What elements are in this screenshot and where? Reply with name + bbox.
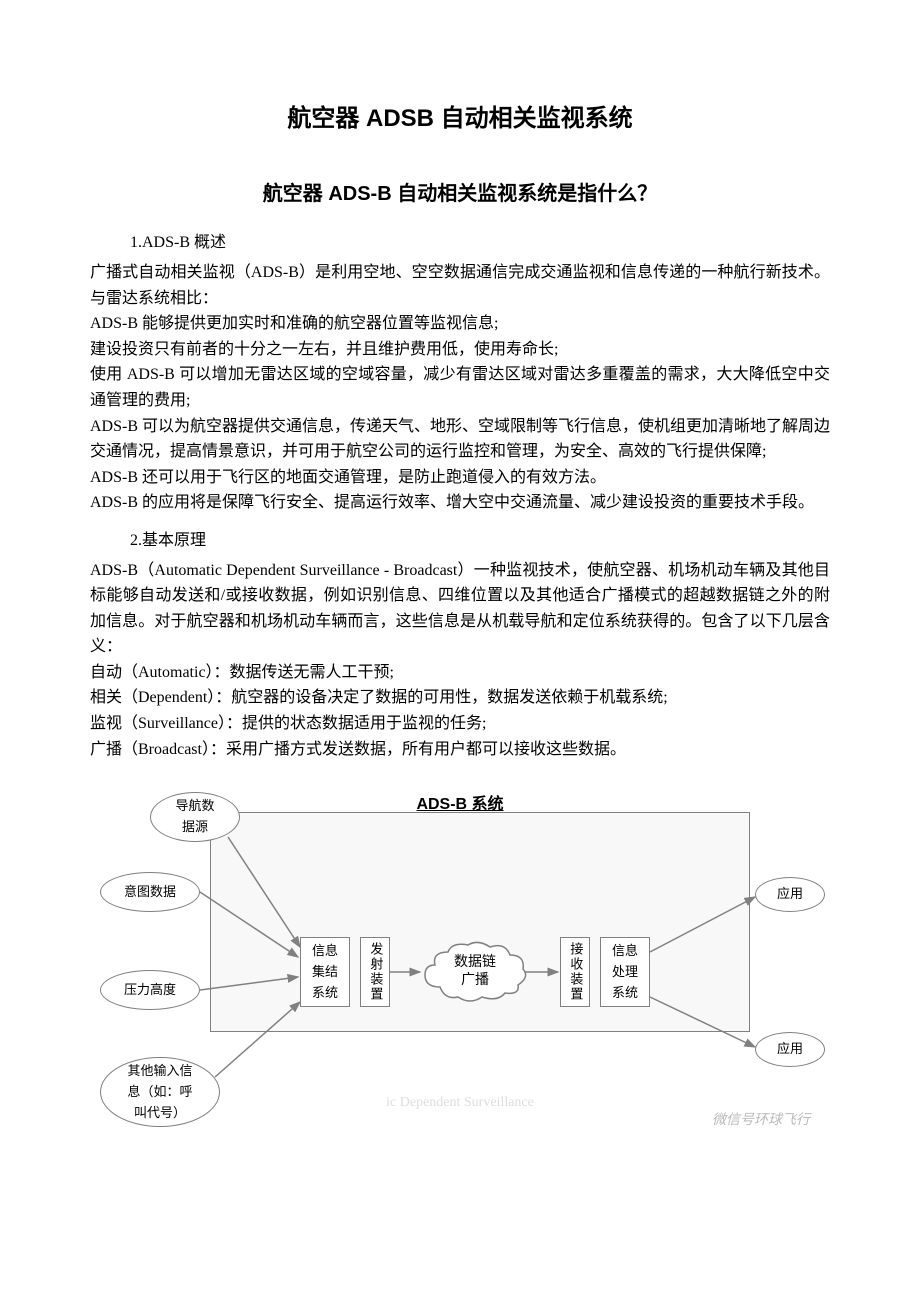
info-process-label: 信息 处理 系统 — [612, 941, 638, 1003]
intent-data-label: 意图数据 — [124, 882, 176, 903]
info-collect-label: 信息 集结 系统 — [312, 941, 338, 1003]
main-title: 航空器 ADSB 自动相关监视系统 — [90, 100, 830, 138]
section1-heading: 1.ADS-B 概述 — [130, 230, 830, 256]
other-input-node: 其他输入信 息（如：呼 叫代号） — [100, 1057, 220, 1127]
section1-p7: ADS-B 的应用将是保障飞行安全、提高运行效率、增大空中交通流量、减少建设投资… — [90, 490, 830, 516]
info-process-node: 信息 处理 系统 — [600, 937, 650, 1007]
section2-p4: 监视（Surveillance）：提供的状态数据适用于监视的任务; — [90, 711, 830, 737]
datalink-label: 数据链 广播 — [454, 954, 496, 990]
app2-node: 应用 — [755, 1032, 825, 1067]
section1-p2: ADS-B 能够提供更加实时和准确的航空器位置等监视信息; — [90, 311, 830, 337]
sub-title: 航空器 ADS-B 自动相关监视系统是指什么？ — [90, 178, 830, 210]
section2-p1: ADS-B（Automatic Dependent Surveillance -… — [90, 558, 830, 660]
section2-p2: 自动（Automatic）：数据传送无需人工干预; — [90, 660, 830, 686]
datalink-cloud: 数据链 广播 — [420, 937, 530, 1007]
app1-node: 应用 — [755, 877, 825, 912]
other-input-label: 其他输入信 息（如：呼 叫代号） — [127, 1061, 192, 1123]
info-collect-node: 信息 集结 系统 — [300, 937, 350, 1007]
adsb-diagram: ADS-B 系统 导航数 据源 意图数据 压力高度 其他输入信 息（如：呼 叫代… — [90, 782, 830, 1142]
section2-heading: 2.基本原理 — [130, 528, 830, 554]
receive-node: 接收装置 — [560, 937, 590, 1007]
app1-label: 应用 — [777, 884, 803, 905]
nav-source-label: 导航数 据源 — [175, 796, 214, 838]
section1-p4: 使用 ADS-B 可以增加无雷达区域的空域容量，减少有雷达区域对雷达多重覆盖的需… — [90, 362, 830, 413]
app2-label: 应用 — [777, 1039, 803, 1060]
section1-p1: 广播式自动相关监视（ADS-B）是利用空地、空空数据通信完成交通监视和信息传递的… — [90, 260, 830, 311]
transmit-node: 发射装置 — [360, 937, 390, 1007]
nav-source-node: 导航数 据源 — [150, 792, 240, 842]
watermark-center: ic Dependent Surveillance — [386, 1092, 534, 1114]
watermark-wechat: 微信号环球飞行 — [712, 1110, 810, 1132]
intent-data-node: 意图数据 — [100, 872, 200, 912]
pressure-alt-node: 压力高度 — [100, 970, 200, 1010]
section1-p3: 建设投资只有前者的十分之一左右，并且维护费用低，使用寿命长; — [90, 337, 830, 363]
section1-p5: ADS-B 可以为航空器提供交通信息，传递天气、地形、空域限制等飞行信息，使机组… — [90, 414, 830, 465]
receive-label: 接收装置 — [565, 942, 586, 1002]
section1-p6: ADS-B 还可以用于飞行区的地面交通管理，是防止跑道侵入的有效方法。 — [90, 465, 830, 491]
transmit-label: 发射装置 — [365, 942, 386, 1002]
section2-p5: 广播（Broadcast）：采用广播方式发送数据，所有用户都可以接收这些数据。 — [90, 737, 830, 763]
pressure-alt-label: 压力高度 — [124, 980, 176, 1001]
section2-p3: 相关（Dependent）：航空器的设备决定了数据的可用性，数据发送依赖于机载系… — [90, 685, 830, 711]
